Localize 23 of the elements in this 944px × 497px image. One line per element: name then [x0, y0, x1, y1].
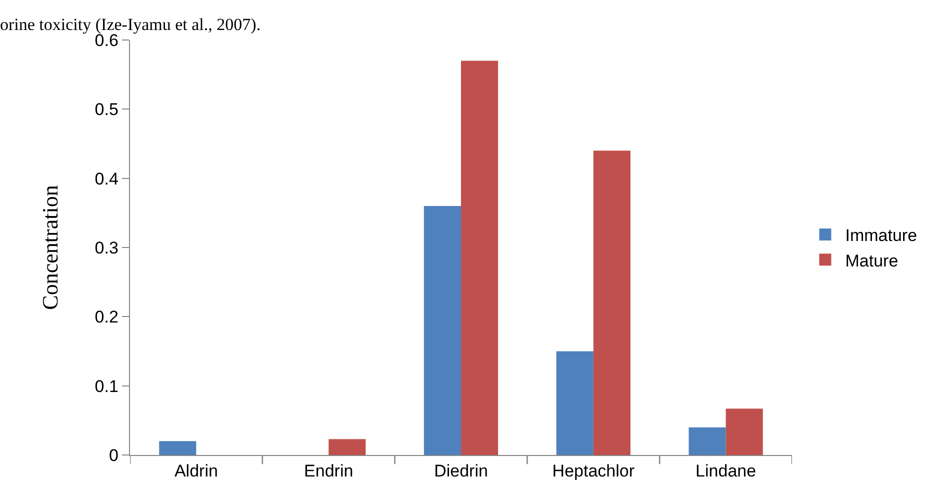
y-tick-label: 0.5: [94, 100, 118, 120]
bar: [556, 351, 594, 455]
bar: [593, 150, 630, 455]
text: orine toxicity (Ize-Iyamu et al., 2007).: [0, 15, 261, 34]
bar: [461, 60, 498, 455]
y-tick-label: 0.4: [94, 169, 118, 188]
y-tick-label: 0.3: [94, 238, 118, 258]
y-tick-label: 0.2: [94, 308, 118, 327]
bar: [726, 408, 763, 455]
x-tick-label: Endrin: [304, 462, 354, 481]
x-tick-label: Aldrin: [174, 462, 218, 481]
y-tick-label: 0: [108, 446, 118, 465]
x-tick-label: Heptachlor: [552, 462, 635, 481]
y-tick-label: 0.1: [94, 376, 118, 396]
legend-label: Mature: [845, 251, 898, 270]
y-axis-title: Concentration: [38, 185, 63, 310]
bar: [688, 427, 726, 455]
bar: [424, 206, 461, 455]
x-tick-label: Lindane: [696, 462, 756, 481]
legend-label: Immature: [845, 226, 918, 246]
bar: [328, 439, 366, 455]
x-tick-label: Diedrin: [434, 462, 488, 481]
bar: [159, 441, 196, 455]
